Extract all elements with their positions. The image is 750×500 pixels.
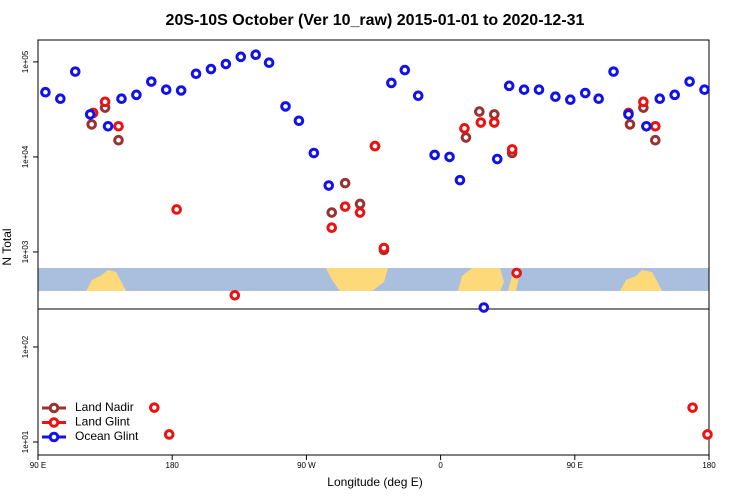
point — [702, 429, 713, 440]
point — [475, 117, 487, 128]
legend-marker — [48, 417, 60, 428]
x-tick-label: 90 E — [30, 461, 46, 470]
point — [229, 289, 241, 301]
y-tick-label: 1e+05 — [21, 50, 30, 73]
point — [369, 140, 381, 152]
point — [429, 149, 440, 161]
point — [444, 151, 455, 163]
point — [511, 267, 522, 279]
x-tick-label: 90 E — [567, 461, 583, 470]
point — [624, 119, 636, 130]
point — [86, 119, 97, 130]
point — [263, 57, 275, 69]
point — [163, 429, 175, 440]
y-tick-label: 1e+04 — [21, 145, 30, 168]
point — [235, 51, 247, 63]
point — [205, 63, 217, 75]
x-tick-label: 180 — [166, 461, 180, 470]
point — [146, 76, 157, 87]
point — [354, 207, 366, 218]
point — [171, 204, 182, 215]
point — [84, 109, 96, 120]
x-axis-label: Longitude (deg E) — [327, 475, 422, 489]
point — [175, 85, 187, 96]
point — [454, 174, 466, 186]
legend-label: Ocean Glint — [75, 429, 139, 443]
point — [478, 302, 490, 313]
point — [113, 121, 124, 132]
point — [533, 84, 545, 95]
point — [354, 198, 366, 210]
point — [323, 180, 335, 191]
point — [491, 153, 503, 165]
point — [654, 93, 666, 104]
point — [113, 134, 124, 146]
legend-marker — [48, 431, 60, 443]
y-tick-label: 1e+03 — [21, 240, 30, 263]
point — [650, 121, 661, 132]
y-axis-label: N Total — [0, 228, 14, 265]
point — [638, 96, 649, 108]
point — [116, 93, 127, 104]
point — [149, 402, 160, 413]
legend-label: Land Nadir — [75, 400, 134, 414]
point — [250, 49, 262, 61]
y-tick-label: 1e+02 — [21, 335, 30, 358]
point — [326, 207, 338, 218]
point — [623, 109, 634, 120]
point — [608, 66, 619, 77]
point — [280, 101, 291, 112]
point — [399, 64, 411, 76]
point — [220, 58, 232, 70]
point — [593, 93, 604, 104]
point — [488, 117, 500, 128]
map-strip — [38, 268, 709, 291]
point — [160, 84, 172, 95]
point — [459, 123, 470, 134]
point — [40, 86, 51, 98]
point — [102, 121, 114, 132]
point — [339, 201, 351, 212]
point — [131, 89, 142, 101]
point — [550, 91, 561, 103]
point — [650, 134, 661, 146]
point — [339, 177, 351, 189]
point — [641, 121, 652, 132]
point — [378, 242, 390, 254]
x-tick-label: 90 W — [297, 461, 316, 470]
point — [669, 89, 681, 101]
point — [684, 76, 695, 87]
point — [326, 222, 338, 233]
point — [460, 132, 472, 143]
point — [412, 90, 424, 102]
point — [565, 94, 576, 106]
point — [308, 147, 320, 159]
point — [386, 77, 397, 89]
point — [488, 109, 500, 120]
point — [687, 402, 698, 413]
point — [503, 80, 515, 92]
legend-label: Land Glint — [75, 415, 130, 429]
chart-title: 20S-10S October (Ver 10_raw) 2015-01-01 … — [166, 12, 585, 29]
point — [293, 115, 305, 127]
plot-frame — [37, 39, 710, 456]
point — [69, 66, 81, 77]
point — [518, 84, 530, 95]
x-tick-label: 180 — [702, 461, 716, 470]
point — [579, 87, 591, 99]
point — [506, 144, 518, 155]
x-tick-label: 0 — [438, 461, 443, 470]
point — [699, 84, 710, 95]
y-tick-label: 1e+01 — [21, 430, 30, 453]
legend-marker — [48, 402, 60, 414]
point — [99, 96, 111, 108]
point — [474, 106, 485, 117]
point — [55, 93, 66, 104]
point — [190, 68, 202, 80]
